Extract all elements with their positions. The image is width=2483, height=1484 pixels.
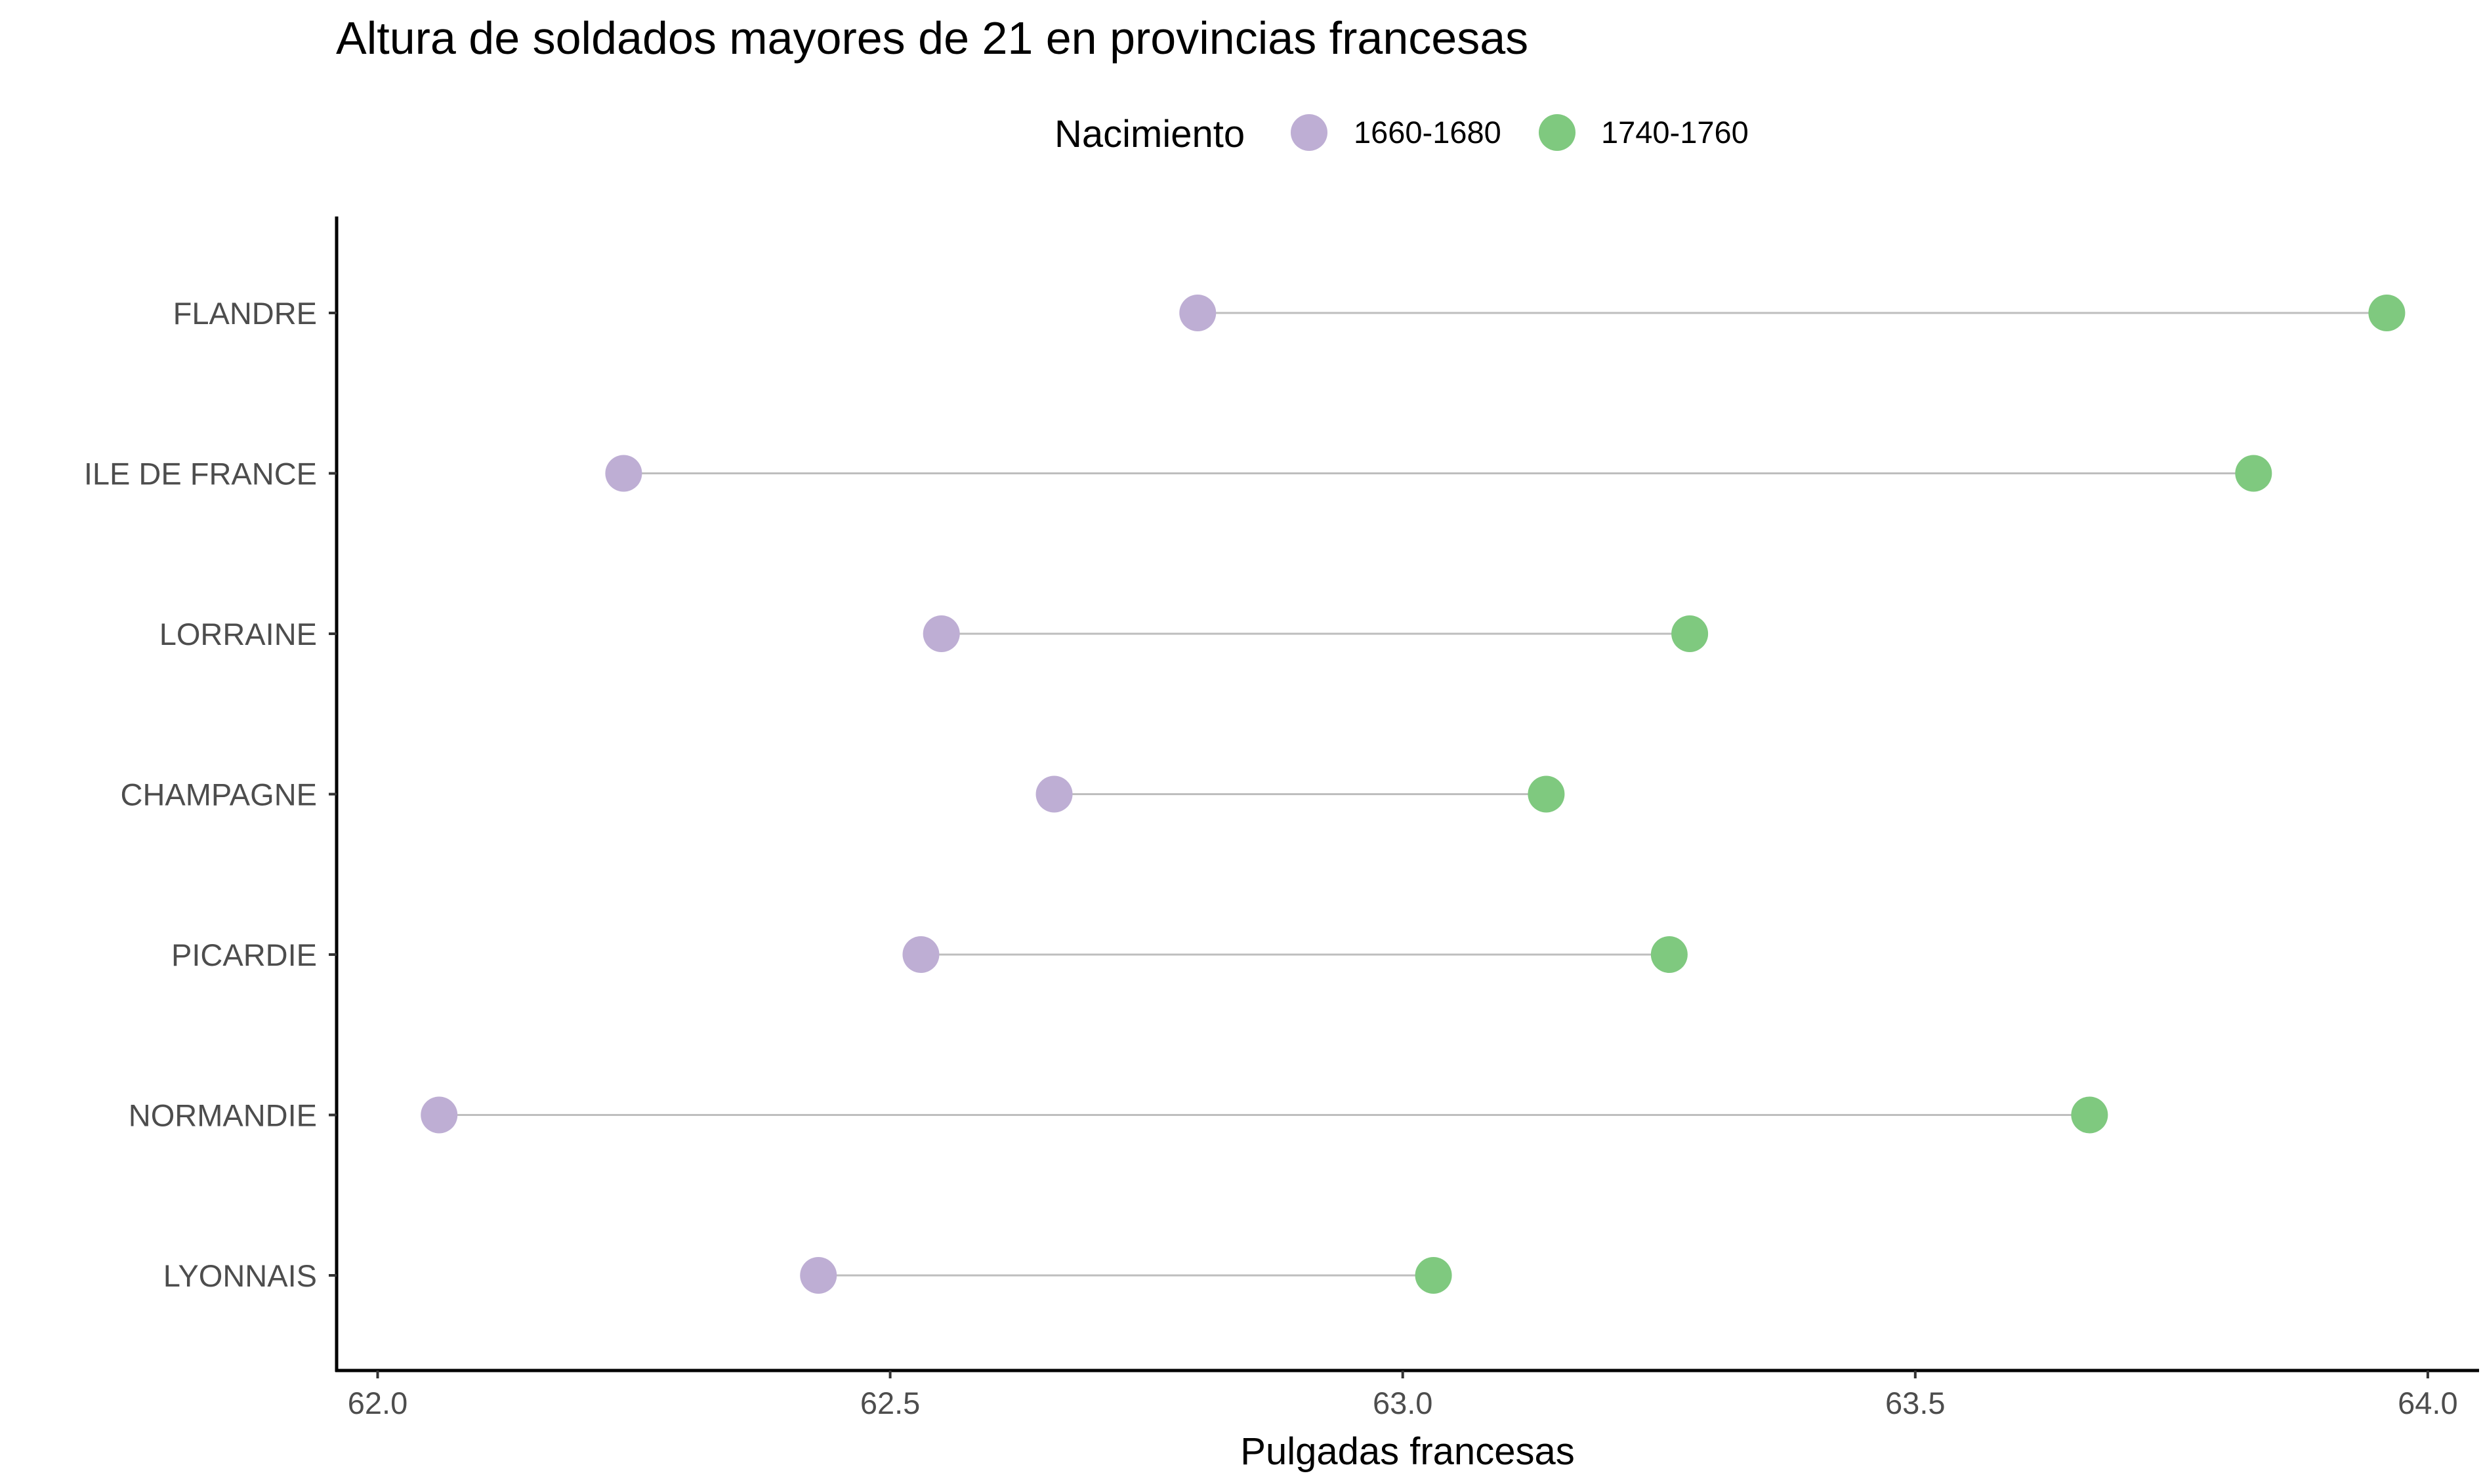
y-tick-label-lorraine: LORRAINE <box>159 617 317 651</box>
x-tick-label-62-0: 62.0 <box>348 1386 407 1420</box>
x-ticks: 62.0 62.5 63.0 63.5 64.0 <box>348 1371 2458 1420</box>
y-tick-label-picardie: PICARDIE <box>171 938 317 972</box>
y-ticks: FLANDRE ILE DE FRANCE LORRAINE CHAMPAGNE PIC… <box>84 296 337 1293</box>
point-flandre-1740-1760: FLANDRE · 1740-1760: 63.96 <box>2368 295 2406 331</box>
point-picardie-1660-1680: PICARDIE · 1660-1680: 62.53 <box>902 936 940 973</box>
point-lyonnais-1740-1760: LYONNAIS · 1740-1760: 63.03 <box>1415 1257 1452 1294</box>
x-tick-label-64-0: 64.0 <box>2398 1386 2457 1420</box>
point-champagne-1740-1760: CHAMPAGNE · 1740-1760: 63.14 <box>1528 775 1565 813</box>
legend-label-1660-1680: 1660-1680 <box>1354 115 1501 150</box>
points: FLANDRE · 1660-1680: 62.8 ILE DE FRANCE ·… <box>421 295 2406 1294</box>
y-tick-label-flandre: FLANDRE <box>173 296 317 331</box>
point-normandie-1660-1680: NORMANDIE · 1660-1680: 62.06 <box>421 1096 458 1134</box>
legend: Nacimiento 1660-1680 1740-1760 <box>1054 113 1749 155</box>
x-tick-label-63-5: 63.5 <box>1885 1386 1945 1420</box>
y-tick-label-champagne: CHAMPAGNE <box>121 777 317 812</box>
y-tick-label-ile-de-france: ILE DE FRANCE <box>84 457 317 491</box>
legend-swatch-1660-1680 <box>1291 114 1327 151</box>
point-normandie-1740-1760: NORMANDIE · 1740-1760: 63.67 <box>2071 1096 2108 1134</box>
legend-title: Nacimiento <box>1054 113 1245 155</box>
point-ile-de-france-1660-1680: ILE DE FRANCE · 1660-1680: 62.24 <box>605 455 642 492</box>
point-flandre-1660-1680: FLANDRE · 1660-1680: 62.8 <box>1179 295 1217 331</box>
x-axis-title: Pulgadas francesas <box>1240 1430 1574 1473</box>
segments <box>439 312 2387 1277</box>
x-tick-label-63-0: 63.0 <box>1373 1386 1432 1420</box>
x-tick-label-62-5: 62.5 <box>860 1386 920 1420</box>
y-tick-label-lyonnais: LYONNAIS <box>163 1258 317 1293</box>
point-ile-de-france-1740-1760: ILE DE FRANCE · 1740-1760: 63.83 <box>2235 455 2272 492</box>
chart-title: Altura de soldados mayores de 21 en prov… <box>336 12 1528 64</box>
y-tick-label-normandie: NORMANDIE <box>129 1098 317 1133</box>
point-champagne-1660-1680: CHAMPAGNE · 1660-1680: 62.66 <box>1035 775 1073 813</box>
legend-label-1740-1760: 1740-1760 <box>1601 115 1749 150</box>
plot-area: FLANDRE · 1660-1680: 62.8 ILE DE FRANCE ·… <box>84 216 2479 1420</box>
point-lorraine-1660-1680: LORRAINE · 1660-1680: 62.55 <box>923 615 960 652</box>
legend-swatch-1740-1760 <box>1539 114 1575 151</box>
point-lorraine-1740-1760: LORRAINE · 1740-1760: 63.28 <box>1671 615 1709 652</box>
point-picardie-1740-1760: PICARDIE · 1740-1760: 63.26 <box>1650 936 1688 973</box>
point-lyonnais-1660-1680: LYONNAIS · 1660-1680: 62.43 <box>800 1257 837 1294</box>
